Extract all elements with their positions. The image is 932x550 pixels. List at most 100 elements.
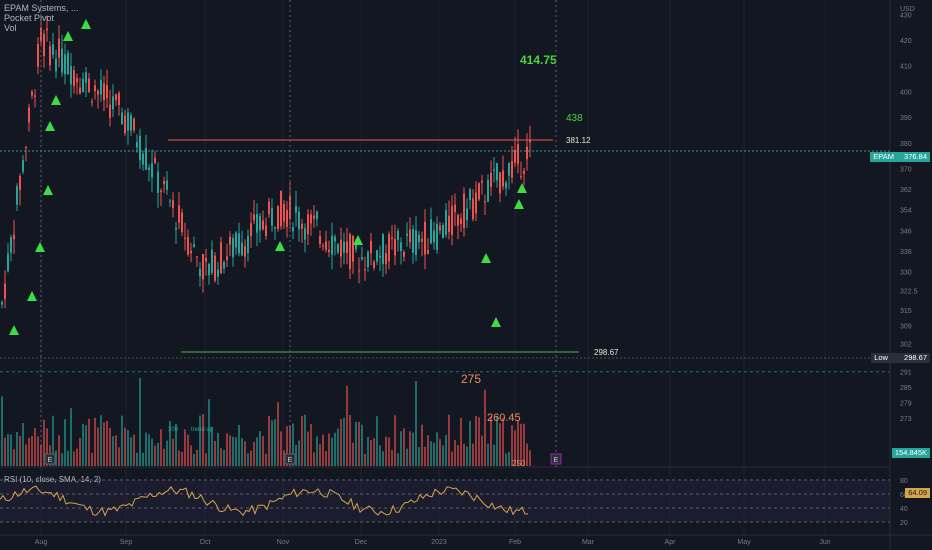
candle (40, 27, 42, 42)
volume-bar (343, 417, 345, 466)
volume-bar (478, 417, 480, 466)
rsi-value: 64.09 (908, 488, 927, 497)
candle (67, 52, 69, 75)
candle (394, 239, 396, 256)
volume-bar (157, 442, 159, 466)
volume-bar (442, 445, 444, 466)
volume-bar (262, 436, 264, 466)
candle (478, 183, 480, 200)
volume-bar (205, 453, 207, 466)
volume-bar (460, 417, 462, 466)
candle (460, 218, 462, 225)
support-label: 298.67 (594, 348, 619, 357)
volume-bar (154, 445, 156, 466)
volume-bar (10, 434, 12, 466)
y-tick-label: 420 (900, 38, 912, 45)
earnings-label: E (288, 457, 293, 464)
candle (151, 163, 153, 178)
candle (250, 223, 252, 237)
volume-bar (112, 436, 114, 466)
candle (55, 58, 57, 72)
symbol-title[interactable]: EPAM Systems, ... (4, 3, 79, 13)
candle (133, 118, 135, 131)
candle (514, 149, 516, 164)
y-tick-label: 338 (900, 249, 912, 256)
volume-bar (19, 436, 21, 466)
candle (1, 301, 3, 305)
volume-bar (217, 432, 219, 466)
y-tick-label: 380 (900, 141, 912, 148)
candle (106, 84, 108, 99)
volume-bar (349, 414, 351, 466)
volume-bar (376, 416, 378, 466)
volume-bar (496, 416, 498, 466)
candle (439, 225, 441, 231)
volume-tag: 154.845K (891, 448, 930, 458)
candle (529, 139, 531, 143)
volume-bar (61, 453, 63, 466)
volume-bar (370, 439, 372, 466)
candle (259, 215, 261, 231)
y-tick-label: 315 (900, 308, 912, 315)
candle (301, 223, 303, 229)
volume-bar (457, 445, 459, 466)
candle (406, 233, 408, 236)
candle (448, 215, 450, 233)
volume-bar (67, 450, 69, 466)
volume-bar (364, 453, 366, 466)
candle (385, 253, 387, 265)
candle (211, 249, 213, 273)
candle (196, 256, 198, 258)
candle (43, 34, 45, 57)
candle (340, 239, 342, 257)
volume-bar (484, 389, 486, 466)
candle (46, 28, 48, 31)
volume-bar (193, 453, 195, 466)
candle (316, 211, 318, 220)
candle (415, 230, 417, 255)
candle (388, 234, 390, 262)
volume-bar (346, 385, 348, 466)
candle (274, 226, 276, 229)
y-tick-label: 430 (900, 12, 912, 19)
candle (367, 251, 369, 267)
candle (115, 94, 117, 101)
volume-bar (481, 435, 483, 466)
candle (364, 269, 366, 271)
y-tick-label: 291 (900, 370, 912, 377)
indicator-vol[interactable]: Vol (4, 23, 17, 33)
candle (484, 201, 486, 203)
indicator-pocket-pivot[interactable]: Pocket Pivot (4, 13, 55, 23)
rsi-tag: 64.09 (905, 488, 930, 498)
candle (49, 46, 51, 66)
volume-bar (397, 453, 399, 466)
volume-bar (406, 448, 408, 466)
volume-bar (355, 422, 357, 466)
rsi-level-label: 40 (900, 506, 908, 513)
low-value: 298.67 (904, 353, 927, 362)
volume-bar (136, 452, 138, 466)
candle (451, 206, 453, 235)
candle (97, 90, 99, 95)
earnings-label: E (48, 457, 53, 464)
volume-bar (517, 420, 519, 466)
currency-label: USD (900, 6, 915, 13)
candle (145, 147, 147, 170)
y-tick-label: 410 (900, 64, 912, 71)
volume-bar (295, 444, 297, 466)
candle (352, 235, 354, 262)
volume-bar (268, 416, 270, 466)
candles (1, 15, 531, 309)
candle (94, 85, 96, 92)
y-tick-label: 279 (900, 401, 912, 408)
candle (229, 236, 231, 245)
candle (64, 54, 66, 75)
candle (208, 263, 210, 275)
pocket-pivot-arrow (514, 199, 524, 209)
y-tick-label: 400 (900, 89, 912, 96)
volume-bar (382, 451, 384, 466)
low-label: Low (874, 353, 888, 362)
volume-bar (301, 416, 303, 466)
candle (112, 96, 114, 110)
